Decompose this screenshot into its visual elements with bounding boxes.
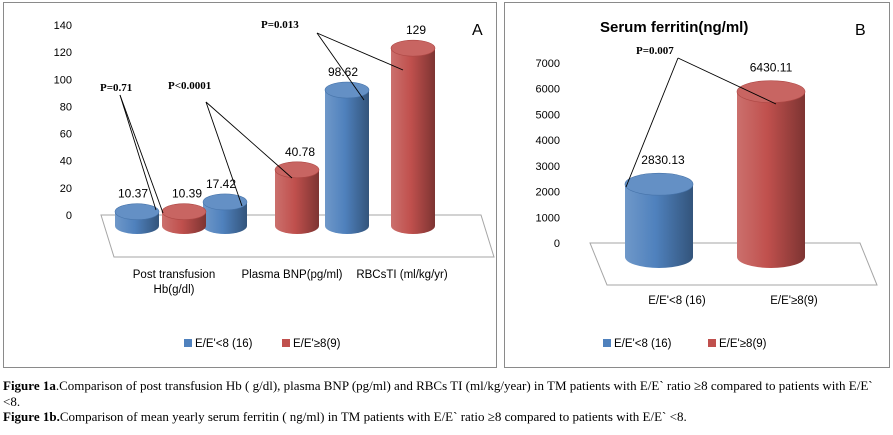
chart-a-category-label: Plasma BNP(pg/ml) xyxy=(242,269,343,281)
chart-b-legend-label: E/E'<8 (16) xyxy=(614,338,672,350)
chart-a-p-leader xyxy=(205,101,243,207)
chart-a-ytick-label: 80 xyxy=(60,101,72,113)
chart-b-category-label: E/E'<8 (16) xyxy=(648,295,706,307)
chart-b-ytick-label: 6000 xyxy=(536,84,560,96)
caption-fig1a-text: .Comparison of post transfusion Hb ( g/d… xyxy=(3,378,873,409)
chart-a-ytick-label: 100 xyxy=(54,74,72,86)
chart-b-panel-letter: B xyxy=(855,22,866,39)
caption-fig1a: Figure 1a.Comparison of post transfusion… xyxy=(3,378,891,409)
chart-a-bar-top xyxy=(274,161,320,179)
chart-a-p-leader xyxy=(119,94,164,214)
chart-a-ytick-label: 140 xyxy=(54,20,72,32)
chart-b-ytick-label: 7000 xyxy=(536,58,560,70)
chart-a-panel-letter: A xyxy=(472,22,483,39)
chart-a-p-value: P<0.0001 xyxy=(168,80,211,92)
chart-a-category-label: Hb(g/dl) xyxy=(154,284,195,296)
chart-a-bar-body xyxy=(203,201,247,234)
chart-a-bar-top xyxy=(161,203,207,220)
chart-b-ytick-label: 1000 xyxy=(536,212,560,224)
chart-a-category-label: RBCsTI (ml/kg/yr) xyxy=(356,269,448,281)
chart-b-legend-label: E/E'≥8(9) xyxy=(719,338,767,350)
chart-a-ytick-label: 60 xyxy=(60,129,72,141)
chart-a-legend-swatch xyxy=(282,339,290,347)
chart-b-svg: Serum ferritin(ng/ml) B 0 1000 2000 3000 4000 5… xyxy=(536,19,878,350)
chart-a-p-leader xyxy=(316,32,365,101)
chart-a-category-label: Post transfusion xyxy=(133,269,215,281)
chart-a-bar-body xyxy=(391,48,435,234)
chart-b-legend-swatch xyxy=(708,339,716,347)
chart-a-legend-label: E/E'<8 (16) xyxy=(195,338,253,350)
chart-a-ytick-label: 20 xyxy=(60,183,72,195)
chart-b-p-leader xyxy=(625,57,679,188)
chart-a-bar-top xyxy=(324,81,370,99)
chart-b-p-leader xyxy=(677,57,777,105)
chart-a-data-label: 17.42 xyxy=(206,177,236,191)
figure-caption: Figure 1a.Comparison of post transfusion… xyxy=(3,378,891,425)
chart-a-bar xyxy=(324,81,370,234)
chart-a-bar-body xyxy=(275,169,319,234)
chart-a-legend-label: E/E'≥8(9) xyxy=(293,338,341,350)
chart-a-bar-body xyxy=(325,90,369,234)
chart-a-bar-top xyxy=(114,203,160,221)
chart-a-data-label: 98.62 xyxy=(328,65,358,79)
chart-a-p-leader xyxy=(119,94,157,211)
chart-a-p-value: P=0.013 xyxy=(261,19,299,31)
chart-a-p-leader xyxy=(205,101,293,179)
chart-b-title: Serum ferritin(ng/ml) xyxy=(600,19,748,36)
chart-a-data-label: 129 xyxy=(406,23,426,37)
chart-b-bar xyxy=(624,172,694,268)
chart-b-bar-top xyxy=(624,172,694,196)
chart-b-data-label: 2830.13 xyxy=(641,153,685,167)
chart-a-ytick-label: 40 xyxy=(60,156,72,168)
chart-a-data-label: 10.39 xyxy=(172,187,202,201)
chart-b-legend-swatch xyxy=(603,339,611,347)
chart-b-bar-top xyxy=(736,80,806,103)
caption-fig1b: Figure 1b.Comparison of mean yearly seru… xyxy=(3,409,891,425)
chart-a-legend-swatch xyxy=(184,339,192,347)
chart-a-bar xyxy=(114,203,160,234)
chart-b-ytick-label: 4000 xyxy=(536,135,560,147)
chart-b-bar-body xyxy=(625,184,693,268)
chart-a-bar-top xyxy=(202,193,248,211)
chart-b-ytick-label: 2000 xyxy=(536,187,560,199)
chart-a-p-leader xyxy=(316,32,404,71)
chart-b-bar-body xyxy=(737,91,805,268)
chart-b-p-value: P=0.007 xyxy=(636,45,674,57)
chart-a-data-label: 40.78 xyxy=(285,145,315,159)
chart-a-svg: 0 20 40 60 80 100 120 140 A 10.37 17.42 98.62 10.39 4… xyxy=(54,19,495,350)
chart-b-ytick-label: 5000 xyxy=(536,109,560,121)
chart-a-p-value: P=0.71 xyxy=(100,82,132,94)
chart-panel-b: Serum ferritin(ng/ml) B 0 1000 2000 3000 4000 5… xyxy=(504,2,890,368)
chart-a-bar xyxy=(274,161,320,234)
chart-a-data-label: 10.37 xyxy=(118,187,148,201)
chart-a-ytick-label: 0 xyxy=(66,210,72,222)
chart-b-ytick-label: 0 xyxy=(554,238,560,250)
caption-fig1a-label: Figure 1a xyxy=(3,378,56,393)
caption-fig1b-label: Figure 1b. xyxy=(3,409,60,424)
chart-a-bar xyxy=(202,193,248,234)
chart-b-bar xyxy=(736,80,806,268)
chart-b-data-label: 6430.11 xyxy=(750,61,793,75)
chart-a-bar xyxy=(390,39,436,234)
caption-fig1b-text: Comparison of mean yearly serum ferritin… xyxy=(59,409,687,424)
chart-b-category-label: E/E'≥8(9) xyxy=(770,295,818,307)
chart-b-ytick-label: 3000 xyxy=(536,161,560,173)
chart-panel-a: 0 20 40 60 80 100 120 140 A 10.37 17.42 98.62 10.39 4… xyxy=(3,2,497,368)
chart-a-bar-top xyxy=(390,39,436,57)
chart-a-bar xyxy=(161,203,207,234)
chart-a-ytick-label: 120 xyxy=(54,47,72,59)
